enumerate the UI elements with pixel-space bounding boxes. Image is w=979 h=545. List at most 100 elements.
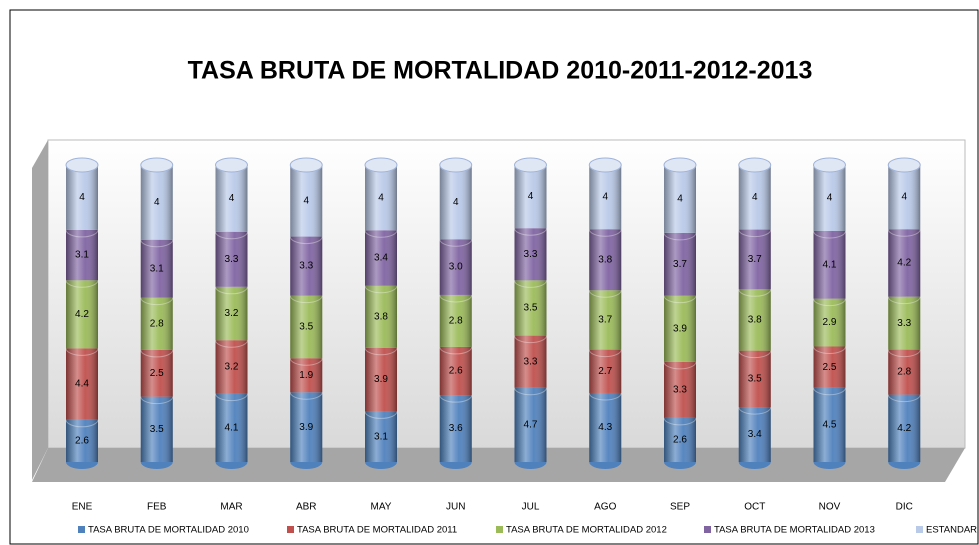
- segment-edge: [65, 280, 99, 288]
- bar-shading: [514, 387, 547, 462]
- bar-shading: [140, 349, 173, 397]
- data-label: 4: [602, 192, 608, 203]
- data-label: 3.7: [598, 315, 612, 326]
- bar-shading: [215, 231, 248, 287]
- segment-edge: [215, 393, 248, 402]
- cylinder-cap: [887, 157, 921, 173]
- data-label: 4.2: [75, 309, 89, 320]
- data-label: 4.1: [225, 422, 239, 433]
- data-label: 4: [79, 192, 85, 203]
- data-label: 3.9: [673, 323, 687, 334]
- chart-title: TASA BRUTA DE MORTALIDAD 2010-2011-2012-…: [188, 57, 813, 85]
- segment-edge: [887, 296, 921, 305]
- data-label: 4: [303, 195, 309, 206]
- bar-shading: [66, 229, 98, 281]
- bar-shading: [813, 387, 846, 462]
- legend-swatch: [287, 526, 294, 533]
- legend-swatch: [78, 526, 85, 533]
- x-tick-label: DIC: [896, 502, 913, 513]
- data-label: 3.1: [374, 431, 388, 442]
- data-label: 3.4: [374, 253, 388, 264]
- bar-shading: [813, 298, 846, 347]
- bar-shading: [514, 335, 547, 388]
- data-label: 3.5: [299, 322, 313, 333]
- data-label: 3.7: [748, 254, 762, 265]
- segment-edge: [439, 346, 473, 355]
- segment-edge: [738, 229, 772, 238]
- data-label: 2.6: [449, 366, 463, 377]
- segment-edge: [588, 349, 622, 358]
- segment-edge: [514, 228, 547, 236]
- data-label: 1.9: [299, 370, 313, 381]
- segment-edge: [289, 236, 323, 245]
- legend-label: TASA BRUTA DE MORTALIDAD 2011: [297, 525, 457, 536]
- bar-shading: [439, 294, 472, 347]
- data-label: 2.6: [673, 435, 687, 446]
- segment-edge: [813, 387, 846, 396]
- cylinder-cap: [738, 157, 772, 173]
- segment-edge: [738, 289, 772, 297]
- bar-shading: [140, 239, 173, 298]
- bar-shading: [439, 346, 472, 396]
- segment-edge: [887, 394, 921, 403]
- bar-shading: [738, 289, 771, 351]
- data-label: 3.2: [225, 308, 239, 319]
- bar-shading: [66, 419, 98, 462]
- data-label: 4: [528, 191, 534, 202]
- bar-shading: [215, 286, 248, 341]
- segment-edge: [663, 295, 697, 304]
- segment-edge: [514, 280, 547, 288]
- segment-edge: [215, 286, 248, 295]
- data-label: 3.5: [150, 424, 164, 435]
- bar-shading: [813, 231, 846, 299]
- data-label: 4.5: [823, 420, 837, 431]
- x-tick-label: MAR: [220, 502, 242, 513]
- bar-shading: [664, 165, 696, 233]
- data-label: 4: [677, 194, 683, 205]
- segment-edge: [215, 340, 248, 348]
- x-tick-label: AGO: [594, 502, 616, 513]
- bar-shading: [290, 392, 323, 462]
- segment-edge: [140, 349, 174, 358]
- data-label: 2.5: [823, 362, 837, 373]
- data-label: 4.2: [897, 423, 911, 434]
- data-label: 3.3: [524, 249, 538, 260]
- bar-shading: [290, 236, 323, 296]
- segment-edge: [215, 231, 248, 240]
- x-tick-label: MAY: [371, 502, 392, 513]
- cylinder-cap: [514, 157, 547, 173]
- bar-shading: [888, 296, 921, 350]
- bar-shading: [514, 165, 547, 229]
- segment-edge: [663, 232, 697, 241]
- segment-edge: [289, 358, 323, 366]
- x-tick-label: SEP: [670, 502, 690, 513]
- segment-edge: [439, 294, 473, 303]
- cylinder-cap: [588, 157, 622, 173]
- bar-shading: [215, 340, 248, 394]
- data-label: 4.3: [598, 422, 612, 433]
- segment-edge: [813, 230, 846, 239]
- bar-shading: [738, 229, 771, 290]
- data-label: 3.0: [449, 262, 463, 273]
- data-label: 3.1: [150, 263, 164, 274]
- bar-shading: [140, 297, 173, 350]
- bar-shading: [589, 229, 622, 291]
- legend-label: TASA BRUTA DE MORTALIDAD 2012: [506, 525, 667, 536]
- data-label: 4.4: [75, 379, 89, 390]
- segment-edge: [289, 295, 323, 304]
- segment-edge: [738, 350, 772, 359]
- data-label: 3.9: [299, 422, 313, 433]
- data-label: 4: [229, 193, 235, 204]
- bar-shading: [514, 280, 547, 336]
- bar-shading: [813, 346, 846, 388]
- data-label: 3.2: [225, 362, 239, 373]
- data-label: 3.3: [299, 261, 313, 272]
- bar-shading: [140, 165, 173, 240]
- data-label: 3.8: [748, 315, 762, 326]
- segment-edge: [364, 285, 398, 294]
- data-label: 4: [378, 192, 384, 203]
- bar-shading: [813, 165, 846, 231]
- segment-edge: [813, 298, 846, 307]
- cylinder-cap: [289, 157, 323, 173]
